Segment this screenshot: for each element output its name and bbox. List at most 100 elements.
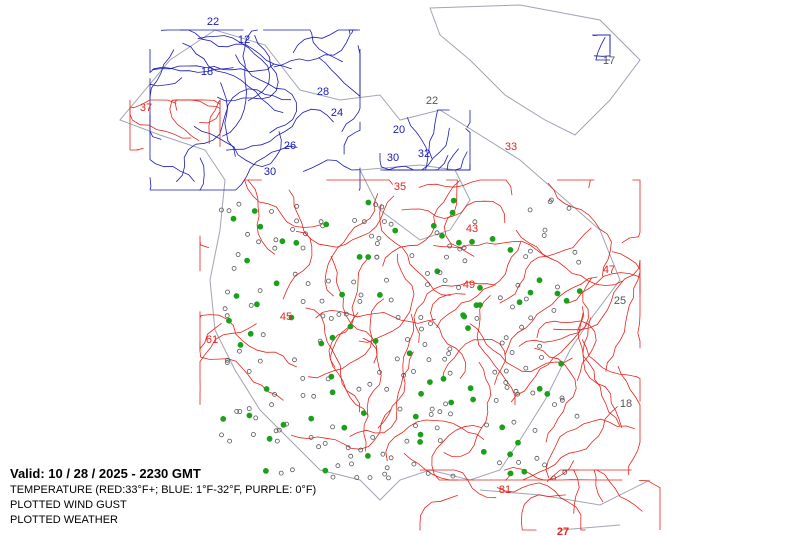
contour-line: [129, 100, 192, 139]
station-circle: [442, 277, 448, 283]
station-circle: [237, 409, 243, 414]
weather-dot: [406, 350, 413, 357]
contour-label: 27: [557, 526, 569, 536]
weather-dot: [356, 253, 363, 260]
station-circle: [442, 356, 448, 362]
contour-label: 49: [463, 279, 475, 291]
contour-label: 20: [393, 124, 405, 136]
station-circle: [425, 470, 431, 476]
station-circle: [515, 282, 521, 288]
weather-dot: [426, 379, 433, 386]
station-circle: [405, 337, 410, 342]
contour-line: [149, 115, 195, 182]
weather-dot: [247, 330, 254, 337]
weather-dot: [226, 317, 232, 324]
contour-label: 24: [331, 107, 343, 119]
weather-dot: [288, 314, 295, 321]
station-circle: [511, 419, 517, 425]
contour-line: [581, 339, 641, 402]
legend-temperature: TEMPERATURE (RED:33°F+; BLUE: 1°F-32°F, …: [10, 484, 316, 496]
contour-line: [199, 235, 210, 272]
contour-label: 61: [206, 334, 218, 346]
station-circle: [224, 360, 230, 365]
weather-dot: [465, 325, 471, 332]
station-circle: [274, 438, 280, 444]
station-circle: [316, 444, 322, 450]
station-circle: [358, 292, 364, 298]
station-circle: [248, 302, 254, 308]
station-circle: [234, 408, 240, 414]
station-circle: [349, 461, 354, 467]
weather-dot: [339, 291, 346, 298]
weather-dot: [257, 223, 264, 230]
hudson-bay: [359, 164, 471, 241]
weather-dot: [322, 467, 329, 474]
contour-line: [420, 469, 497, 499]
station-circle: [474, 315, 480, 321]
station-circle: [534, 455, 540, 461]
weather-dot: [450, 197, 457, 204]
station-circle: [527, 207, 533, 213]
contour-line: [273, 29, 357, 68]
contour-line: [152, 63, 275, 73]
caribbean: [479, 479, 651, 531]
station-circle: [222, 306, 228, 312]
contour-line: [443, 361, 492, 457]
station-circle: [294, 218, 300, 224]
station-circle: [493, 397, 499, 403]
station-circle: [328, 315, 334, 321]
weather-dot: [489, 235, 496, 242]
station-circle: [335, 463, 341, 469]
weather-dot: [237, 341, 244, 348]
station-circle: [380, 451, 386, 457]
contour-label: 30: [264, 166, 276, 178]
weather-dot: [318, 340, 325, 347]
weather-dot: [430, 222, 437, 229]
station-circle: [325, 376, 331, 382]
station-circle: [231, 265, 237, 271]
weather-dot: [554, 290, 561, 297]
station-circle: [428, 411, 434, 417]
station-circle: [276, 427, 282, 433]
station-circle: [343, 311, 349, 317]
contour-label: 22: [207, 16, 219, 28]
contour-line: [431, 424, 483, 481]
contour-line: [193, 126, 282, 168]
weather-dot: [417, 438, 424, 445]
contour-line: [305, 307, 360, 413]
station-circle: [300, 299, 306, 304]
contour-line: [199, 323, 257, 405]
station-circle: [292, 271, 298, 277]
station-circle: [523, 296, 529, 302]
station-circle: [300, 375, 306, 381]
station-circle: [395, 314, 401, 320]
station-circle: [560, 397, 565, 403]
station-circle: [542, 227, 548, 233]
contour-line: [329, 312, 369, 417]
station-circle: [367, 475, 373, 481]
contour-line: [308, 298, 385, 379]
contour-line: [224, 88, 291, 157]
station-circle: [290, 226, 296, 232]
weather-dot: [308, 415, 315, 422]
station-circle: [549, 197, 554, 203]
station-circle: [443, 401, 449, 407]
station-circle: [253, 415, 259, 421]
contour-line: [522, 406, 618, 481]
station-circle: [409, 253, 415, 259]
station-circle: [386, 475, 391, 481]
weather-dot: [392, 227, 399, 234]
contour-line: [582, 317, 623, 428]
contour-label: 25: [614, 295, 626, 307]
contour-label: 32: [418, 148, 430, 160]
station-circle: [257, 358, 263, 364]
contour-line: [567, 272, 641, 304]
weather-dot: [262, 467, 269, 474]
weather-dot: [536, 277, 543, 284]
weather-dot: [470, 396, 477, 403]
contour-line: [324, 193, 379, 297]
station-circle: [388, 455, 394, 461]
contour-line: [382, 180, 460, 267]
contour-line: [534, 347, 577, 443]
